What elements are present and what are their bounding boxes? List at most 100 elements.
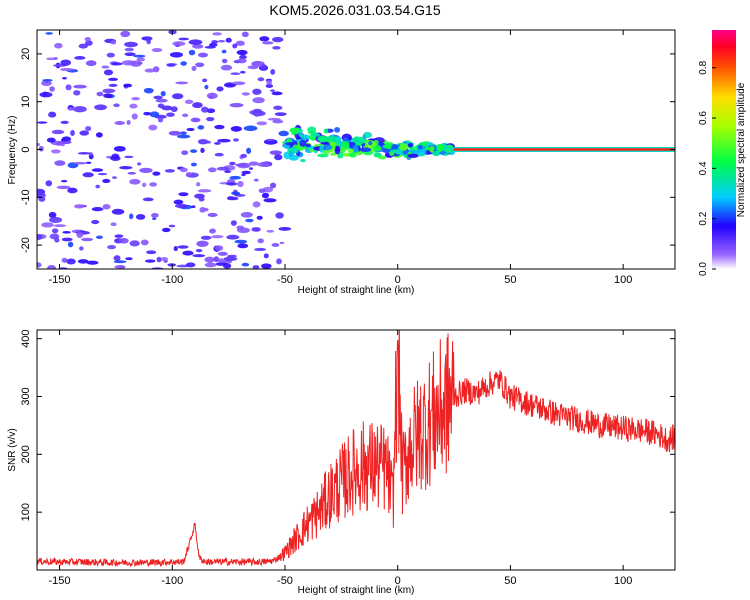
heatmap-cell — [169, 51, 184, 58]
x-tick-label: 50 — [504, 575, 516, 587]
heatmap-cell — [300, 134, 311, 140]
heatmap-cell — [204, 256, 215, 263]
heatmap-cell — [143, 111, 151, 116]
heatmap-cell — [86, 161, 92, 165]
heatmap-cell — [113, 103, 120, 108]
spectrogram-x-label: Height of straight line (km) — [298, 285, 415, 296]
heatmap-cell — [226, 196, 235, 201]
heatmap-cell — [233, 138, 239, 142]
heatmap-cell — [266, 229, 275, 233]
heatmap-cell — [217, 138, 231, 143]
heatmap-cell — [424, 147, 436, 151]
heatmap-cell — [129, 240, 140, 247]
heatmap-cell — [231, 191, 241, 196]
heatmap-cell — [152, 217, 157, 221]
heatmap-cell — [359, 147, 372, 153]
heatmap-cell — [278, 226, 292, 231]
x-tick-label: 100 — [614, 575, 632, 587]
heatmap-cell — [240, 153, 248, 159]
heatmap-cell — [204, 84, 209, 90]
heatmap-cell — [72, 106, 87, 113]
heatmap-cell — [220, 64, 233, 71]
heatmap-cell — [152, 171, 161, 176]
heatmap-cell — [61, 257, 68, 263]
heatmap-cell — [214, 245, 224, 251]
heatmap-cell — [246, 147, 252, 154]
heatmap-cell — [235, 163, 249, 167]
heatmap-cell — [110, 222, 117, 227]
heatmap-cell — [131, 96, 141, 101]
heatmap-cell — [253, 178, 259, 182]
heatmap-cell — [73, 204, 85, 209]
heatmap-cell — [208, 42, 218, 47]
heatmap-cell — [226, 234, 240, 240]
heatmap-cell — [209, 228, 216, 234]
heatmap-cell — [45, 180, 53, 187]
heatmap-cell — [276, 258, 282, 265]
heatmap-cell — [37, 262, 42, 268]
heatmap-cell — [50, 149, 61, 154]
heatmap-cell — [382, 144, 394, 149]
heatmap-cell — [96, 235, 103, 239]
heatmap-cell — [389, 149, 401, 154]
heatmap-cell — [265, 84, 274, 88]
spectrogram-cells — [37, 30, 675, 269]
heatmap-cell — [54, 42, 63, 49]
heatmap-cell — [148, 124, 158, 131]
chart-title: KOM5.2026.031.03.54.G15 — [269, 2, 440, 18]
heatmap-cell — [200, 235, 212, 240]
heatmap-cell — [37, 234, 43, 241]
heatmap-cell — [149, 182, 158, 187]
heatmap-cell — [232, 43, 238, 49]
heatmap-cell — [110, 155, 121, 161]
heatmap-cell — [368, 141, 373, 146]
x-tick-label: 0 — [395, 274, 401, 286]
heatmap-cell — [168, 224, 176, 228]
heatmap-cell — [217, 251, 228, 256]
colorbar-tick-label: 0.8 — [698, 60, 709, 74]
heatmap-cell — [211, 235, 224, 239]
heatmap-cell — [300, 158, 306, 163]
heatmap-cell — [60, 179, 68, 183]
heatmap-cell — [77, 259, 89, 264]
heatmap-cell — [153, 95, 163, 100]
heatmap-cell — [221, 58, 228, 64]
heatmap-cell — [124, 41, 138, 48]
heatmap-cell — [114, 234, 124, 238]
heatmap-cell — [56, 185, 71, 190]
heatmap-cell — [124, 47, 134, 52]
heatmap-cell — [269, 182, 277, 189]
heatmap-cell — [170, 106, 178, 113]
heatmap-cell — [289, 127, 300, 134]
heatmap-cell — [184, 99, 194, 105]
heatmap-cell — [76, 231, 84, 238]
heatmap-cell — [37, 143, 41, 147]
heatmap-cell — [45, 32, 53, 35]
heatmap-cell — [144, 68, 156, 73]
heatmap-cell — [399, 143, 409, 151]
heatmap-cell — [262, 41, 274, 45]
heatmap-cell — [48, 211, 57, 219]
heatmap-cell — [248, 161, 259, 166]
heatmap-cell — [266, 138, 274, 142]
heatmap-cell — [85, 126, 92, 132]
heatmap-cell — [432, 150, 441, 157]
heatmap-cell — [60, 67, 74, 72]
heatmap-cell — [49, 86, 55, 92]
heatmap-cell — [144, 259, 156, 263]
heatmap-cell — [108, 83, 118, 88]
x-tick-label: -150 — [49, 274, 71, 286]
heatmap-cell — [37, 121, 48, 124]
heatmap-cell — [151, 213, 159, 218]
heatmap-cell — [157, 117, 164, 123]
heatmap-cell — [182, 113, 189, 118]
spectrogram-y-label: Frequency (Hz) — [7, 116, 18, 185]
heatmap-cell — [299, 139, 307, 147]
snr-ticks: -150 -100 -50 0 50 100 100 200 300 400 — [20, 329, 675, 587]
heatmap-cell — [263, 253, 269, 259]
heatmap-cell — [252, 88, 262, 95]
heatmap-cell — [236, 227, 251, 233]
heatmap-cell — [241, 170, 251, 175]
heatmap-cell — [275, 212, 284, 219]
heatmap-cell — [91, 168, 104, 172]
